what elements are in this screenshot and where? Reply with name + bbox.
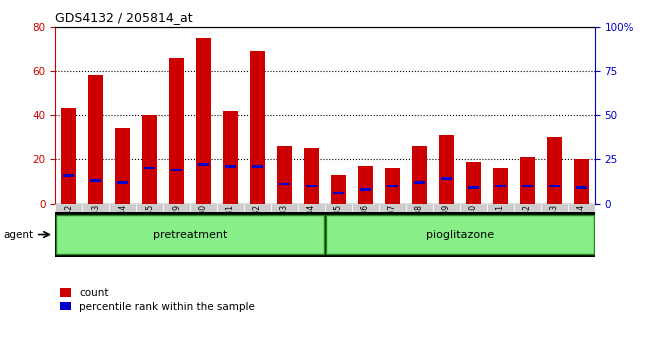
Text: GSM201834: GSM201834 bbox=[307, 204, 316, 250]
Bar bbox=[115, 129, 130, 204]
Bar bbox=[574, 159, 589, 204]
Bar bbox=[196, 38, 211, 204]
Text: GSM201833: GSM201833 bbox=[280, 204, 289, 250]
Bar bbox=[252, 165, 263, 168]
Bar bbox=[468, 186, 479, 189]
Bar bbox=[56, 215, 324, 254]
Text: GSM201543: GSM201543 bbox=[91, 204, 100, 250]
FancyBboxPatch shape bbox=[514, 204, 541, 212]
Bar bbox=[306, 184, 317, 187]
Bar bbox=[331, 175, 346, 204]
Bar bbox=[549, 184, 560, 187]
FancyBboxPatch shape bbox=[487, 204, 514, 212]
Bar bbox=[520, 157, 535, 204]
Text: pretreatment: pretreatment bbox=[153, 229, 228, 240]
Text: GSM201829: GSM201829 bbox=[172, 204, 181, 250]
Bar bbox=[277, 146, 292, 204]
FancyBboxPatch shape bbox=[55, 204, 82, 212]
Text: GDS4132 / 205814_at: GDS4132 / 205814_at bbox=[55, 11, 193, 24]
Bar bbox=[326, 215, 594, 254]
Text: GSM201832: GSM201832 bbox=[253, 204, 262, 250]
Text: GSM201836: GSM201836 bbox=[361, 204, 370, 250]
FancyBboxPatch shape bbox=[352, 204, 379, 212]
Bar bbox=[63, 174, 74, 177]
Bar bbox=[144, 167, 155, 170]
Bar bbox=[493, 168, 508, 204]
FancyBboxPatch shape bbox=[82, 204, 109, 212]
Bar bbox=[250, 51, 265, 204]
FancyBboxPatch shape bbox=[541, 204, 568, 212]
Text: GSM201545: GSM201545 bbox=[145, 204, 154, 250]
Bar bbox=[576, 186, 587, 189]
Bar bbox=[88, 75, 103, 204]
Text: GSM201841: GSM201841 bbox=[496, 204, 505, 250]
Bar bbox=[495, 184, 506, 187]
FancyBboxPatch shape bbox=[298, 204, 325, 212]
Text: GSM201542: GSM201542 bbox=[64, 204, 73, 250]
Text: GSM201835: GSM201835 bbox=[334, 204, 343, 250]
Bar bbox=[117, 181, 128, 184]
Bar bbox=[387, 184, 398, 187]
Bar bbox=[198, 163, 209, 166]
Bar bbox=[333, 192, 344, 194]
Text: GSM201838: GSM201838 bbox=[415, 204, 424, 250]
FancyBboxPatch shape bbox=[271, 204, 298, 212]
FancyBboxPatch shape bbox=[568, 204, 595, 212]
FancyBboxPatch shape bbox=[136, 204, 163, 212]
FancyBboxPatch shape bbox=[406, 204, 433, 212]
FancyBboxPatch shape bbox=[379, 204, 406, 212]
Bar bbox=[279, 183, 290, 185]
Text: agent: agent bbox=[3, 229, 33, 240]
Text: GSM201842: GSM201842 bbox=[523, 204, 532, 250]
Bar bbox=[439, 135, 454, 204]
Text: GSM201837: GSM201837 bbox=[388, 204, 397, 250]
Bar bbox=[90, 179, 101, 182]
Legend: count, percentile rank within the sample: count, percentile rank within the sample bbox=[60, 289, 255, 312]
Bar bbox=[61, 108, 76, 204]
Text: pioglitazone: pioglitazone bbox=[426, 229, 494, 240]
Bar bbox=[412, 146, 427, 204]
FancyBboxPatch shape bbox=[190, 204, 217, 212]
Bar bbox=[358, 166, 373, 204]
Text: GSM201544: GSM201544 bbox=[118, 204, 127, 250]
Text: GSM201830: GSM201830 bbox=[199, 204, 208, 250]
Text: GSM201831: GSM201831 bbox=[226, 204, 235, 250]
FancyBboxPatch shape bbox=[163, 204, 190, 212]
Bar bbox=[522, 184, 533, 187]
FancyBboxPatch shape bbox=[109, 204, 136, 212]
Bar bbox=[466, 161, 481, 204]
Bar bbox=[169, 57, 184, 204]
Bar bbox=[223, 110, 238, 204]
FancyBboxPatch shape bbox=[325, 204, 352, 212]
FancyBboxPatch shape bbox=[244, 204, 271, 212]
Bar bbox=[414, 181, 425, 184]
Bar bbox=[142, 115, 157, 204]
Bar bbox=[225, 165, 236, 168]
Bar bbox=[385, 168, 400, 204]
Text: GSM201843: GSM201843 bbox=[550, 204, 559, 250]
Bar bbox=[304, 148, 319, 204]
Bar bbox=[547, 137, 562, 204]
FancyBboxPatch shape bbox=[217, 204, 244, 212]
Text: GSM201844: GSM201844 bbox=[577, 204, 586, 250]
FancyBboxPatch shape bbox=[460, 204, 487, 212]
Text: GSM201839: GSM201839 bbox=[442, 204, 451, 250]
Text: GSM201840: GSM201840 bbox=[469, 204, 478, 250]
FancyBboxPatch shape bbox=[433, 204, 460, 212]
Bar bbox=[441, 177, 452, 180]
Bar bbox=[360, 188, 371, 191]
Bar bbox=[171, 169, 182, 171]
